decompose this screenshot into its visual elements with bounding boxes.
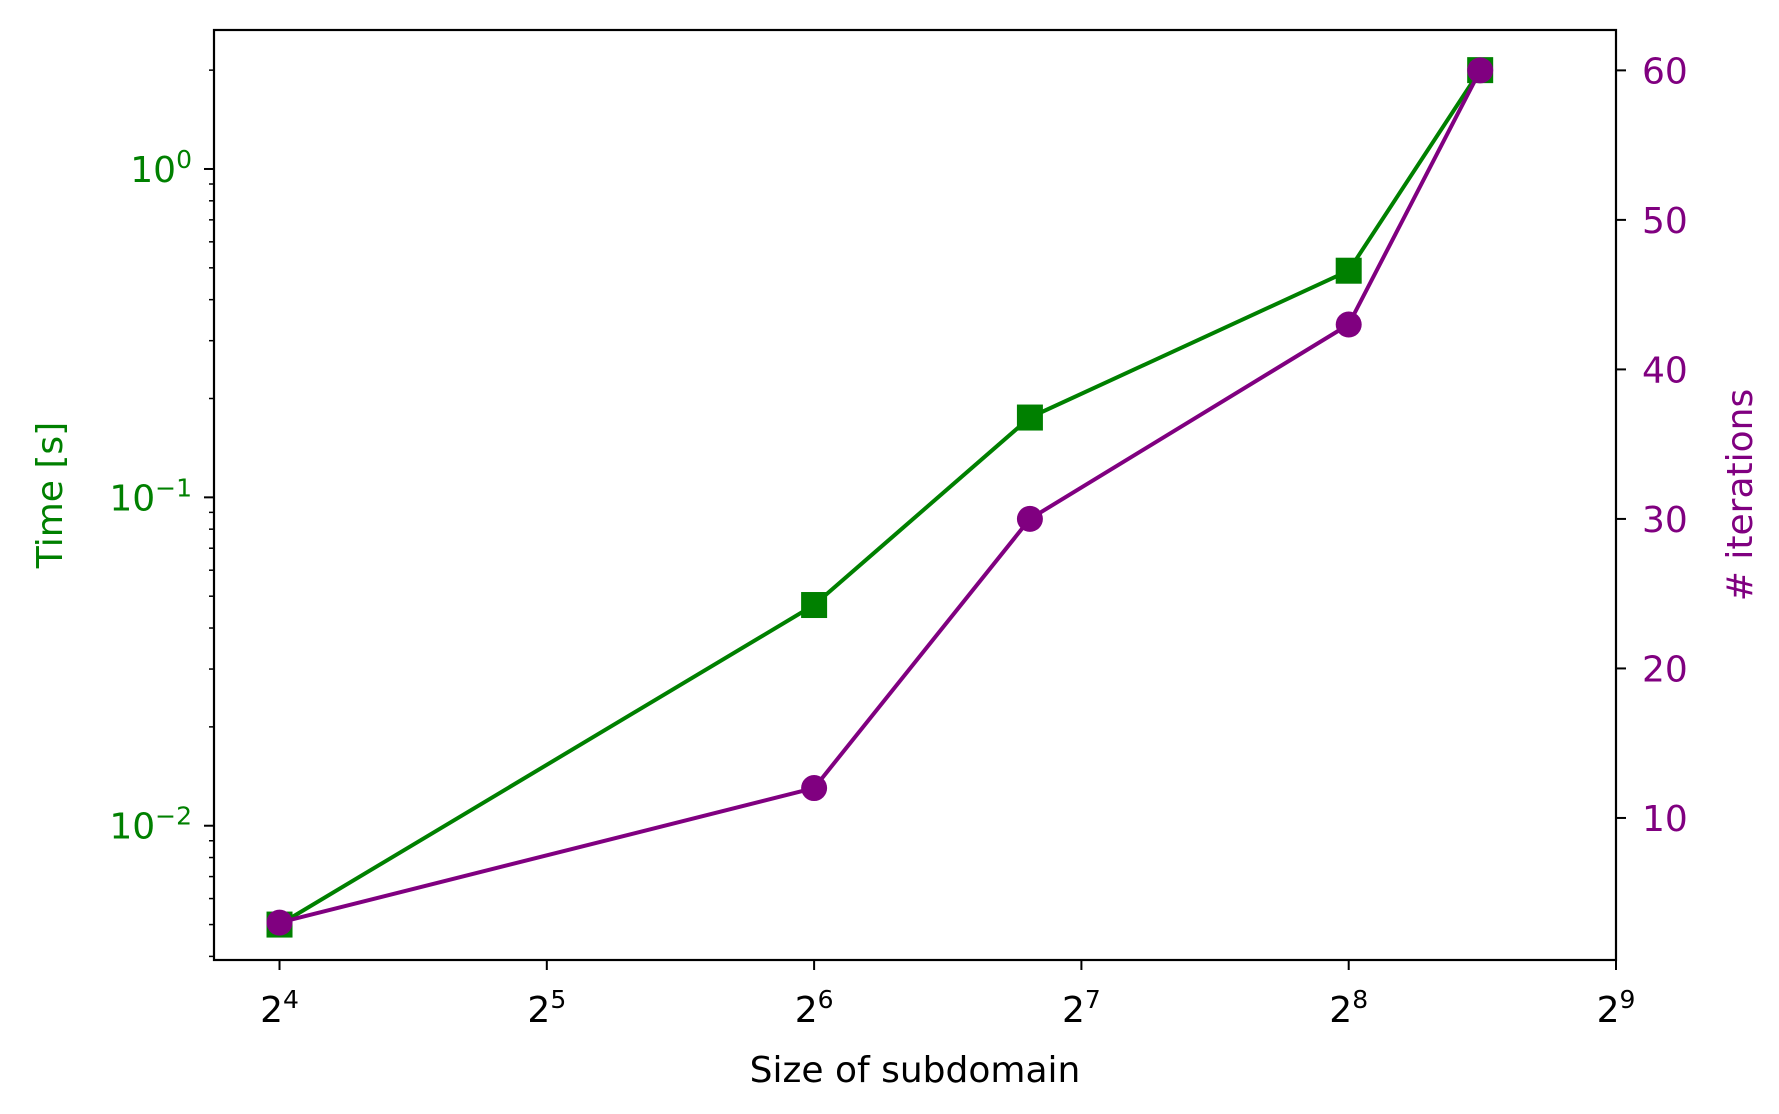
x-tick-label: 24 [260, 985, 299, 1031]
x-tick-label: 28 [1329, 985, 1368, 1031]
right-tick-label: 10 [1642, 799, 1688, 840]
right-axis-label: # iterations [1720, 389, 1761, 601]
right-tick-label: 50 [1642, 201, 1688, 242]
series-1-point [1335, 257, 1362, 284]
x-tick-label: 25 [527, 985, 566, 1031]
right-tick-label: 60 [1642, 51, 1688, 92]
series-1-point [1016, 404, 1043, 431]
left-tick-label: 10−2 [109, 802, 192, 848]
right-tick-label: 30 [1642, 500, 1688, 541]
left-tick-label: 100 [130, 145, 192, 191]
right-tick-label: 20 [1642, 649, 1688, 690]
right-y-axis: 10 20 30 40 50 60 [1616, 51, 1688, 840]
series-2-point [801, 775, 828, 802]
series-2-point [1467, 57, 1494, 84]
series-layer [266, 57, 1494, 938]
series-1-point [801, 592, 828, 619]
series-2-point [1016, 505, 1043, 532]
x-tick-label: 29 [1597, 985, 1636, 1031]
left-axis-label: Time [s] [30, 422, 71, 569]
left-tick-label: 10−1 [109, 473, 192, 519]
x-tick-label: 27 [1062, 985, 1101, 1031]
series-2-point [266, 909, 293, 936]
x-axis-label: Size of subdomain [750, 1050, 1081, 1091]
x-tick-label: 26 [795, 985, 834, 1031]
left-y-axis: 100 10−1 10−2 [109, 69, 214, 958]
plot-frame [212, 28, 1618, 962]
right-tick-label: 40 [1642, 350, 1688, 391]
series-2-point [1335, 311, 1362, 338]
x-axis: 24 25 26 27 28 29 [260, 960, 1635, 1031]
plot-background [214, 30, 1616, 960]
